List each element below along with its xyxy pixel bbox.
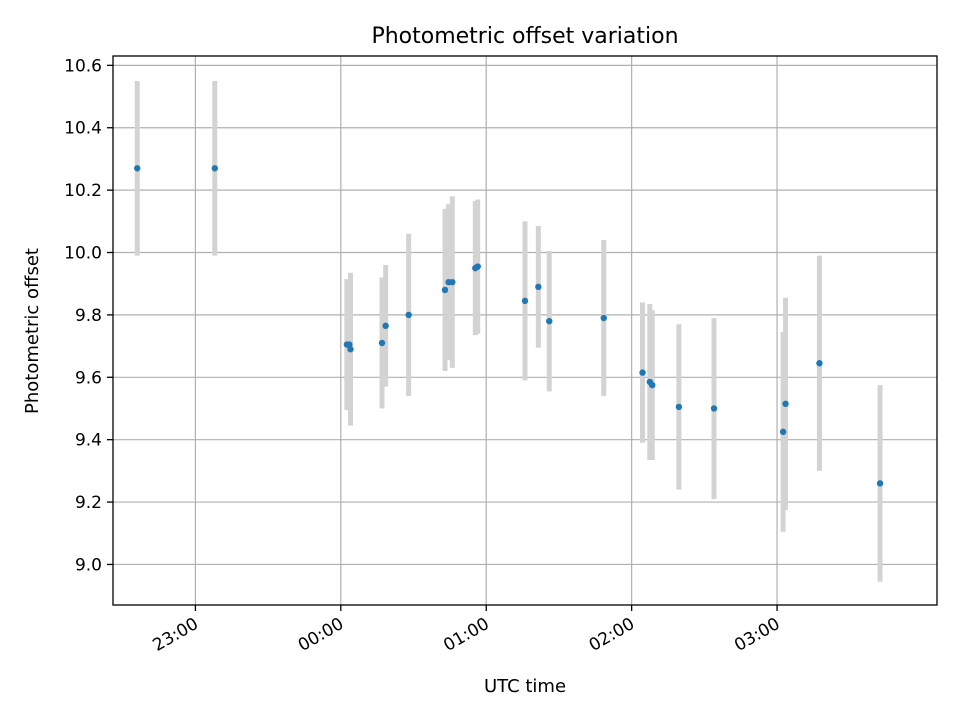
data-point	[639, 369, 646, 376]
y-tick-label: 10.0	[64, 244, 102, 264]
data-point	[876, 480, 884, 487]
data-point	[474, 263, 481, 270]
chart-title: Photometric offset variation	[371, 24, 678, 49]
y-tick-label: 10.4	[64, 119, 102, 139]
data-point	[521, 297, 529, 305]
data-point	[382, 322, 389, 330]
data-points	[134, 165, 884, 487]
x-tick-label: 01:00	[440, 614, 492, 656]
data-point	[441, 286, 449, 294]
x-axis-label: UTC time	[484, 676, 566, 697]
data-point	[405, 311, 412, 319]
data-point	[211, 165, 218, 172]
x-tick-label: 03:00	[731, 614, 783, 656]
y-axis-label: Photometric offset	[22, 248, 43, 414]
y-tick-label: 9.4	[75, 431, 102, 451]
data-point	[378, 339, 386, 347]
data-point	[816, 360, 823, 367]
data-point	[675, 403, 683, 411]
y-tick-label: 10.6	[64, 56, 102, 76]
data-point	[134, 165, 141, 172]
x-tick-label: 02:00	[586, 614, 638, 656]
data-point	[779, 428, 787, 436]
data-point	[347, 346, 354, 353]
x-tick-label: 23:00	[149, 614, 201, 656]
plot-frame	[112, 55, 938, 606]
data-point	[649, 381, 656, 389]
y-tick-label: 9.2	[75, 493, 102, 513]
data-point	[546, 317, 553, 325]
data-point	[710, 405, 718, 412]
y-tick-label: 9.6	[75, 368, 102, 388]
data-point	[600, 314, 607, 322]
x-tick-label: 00:00	[295, 614, 347, 656]
y-tick-label: 10.2	[64, 181, 102, 201]
error-bars	[134, 80, 883, 582]
data-point	[535, 283, 542, 291]
y-tick-label: 9.0	[75, 555, 102, 575]
axis-ticks: 9.0 9.2 9.4 9.6 9.8 10.0 10.2 10.4 10.6 23:00 00:0…	[64, 56, 783, 655]
data-point	[449, 278, 456, 286]
data-point	[782, 400, 789, 408]
y-tick-label: 9.8	[75, 306, 102, 326]
